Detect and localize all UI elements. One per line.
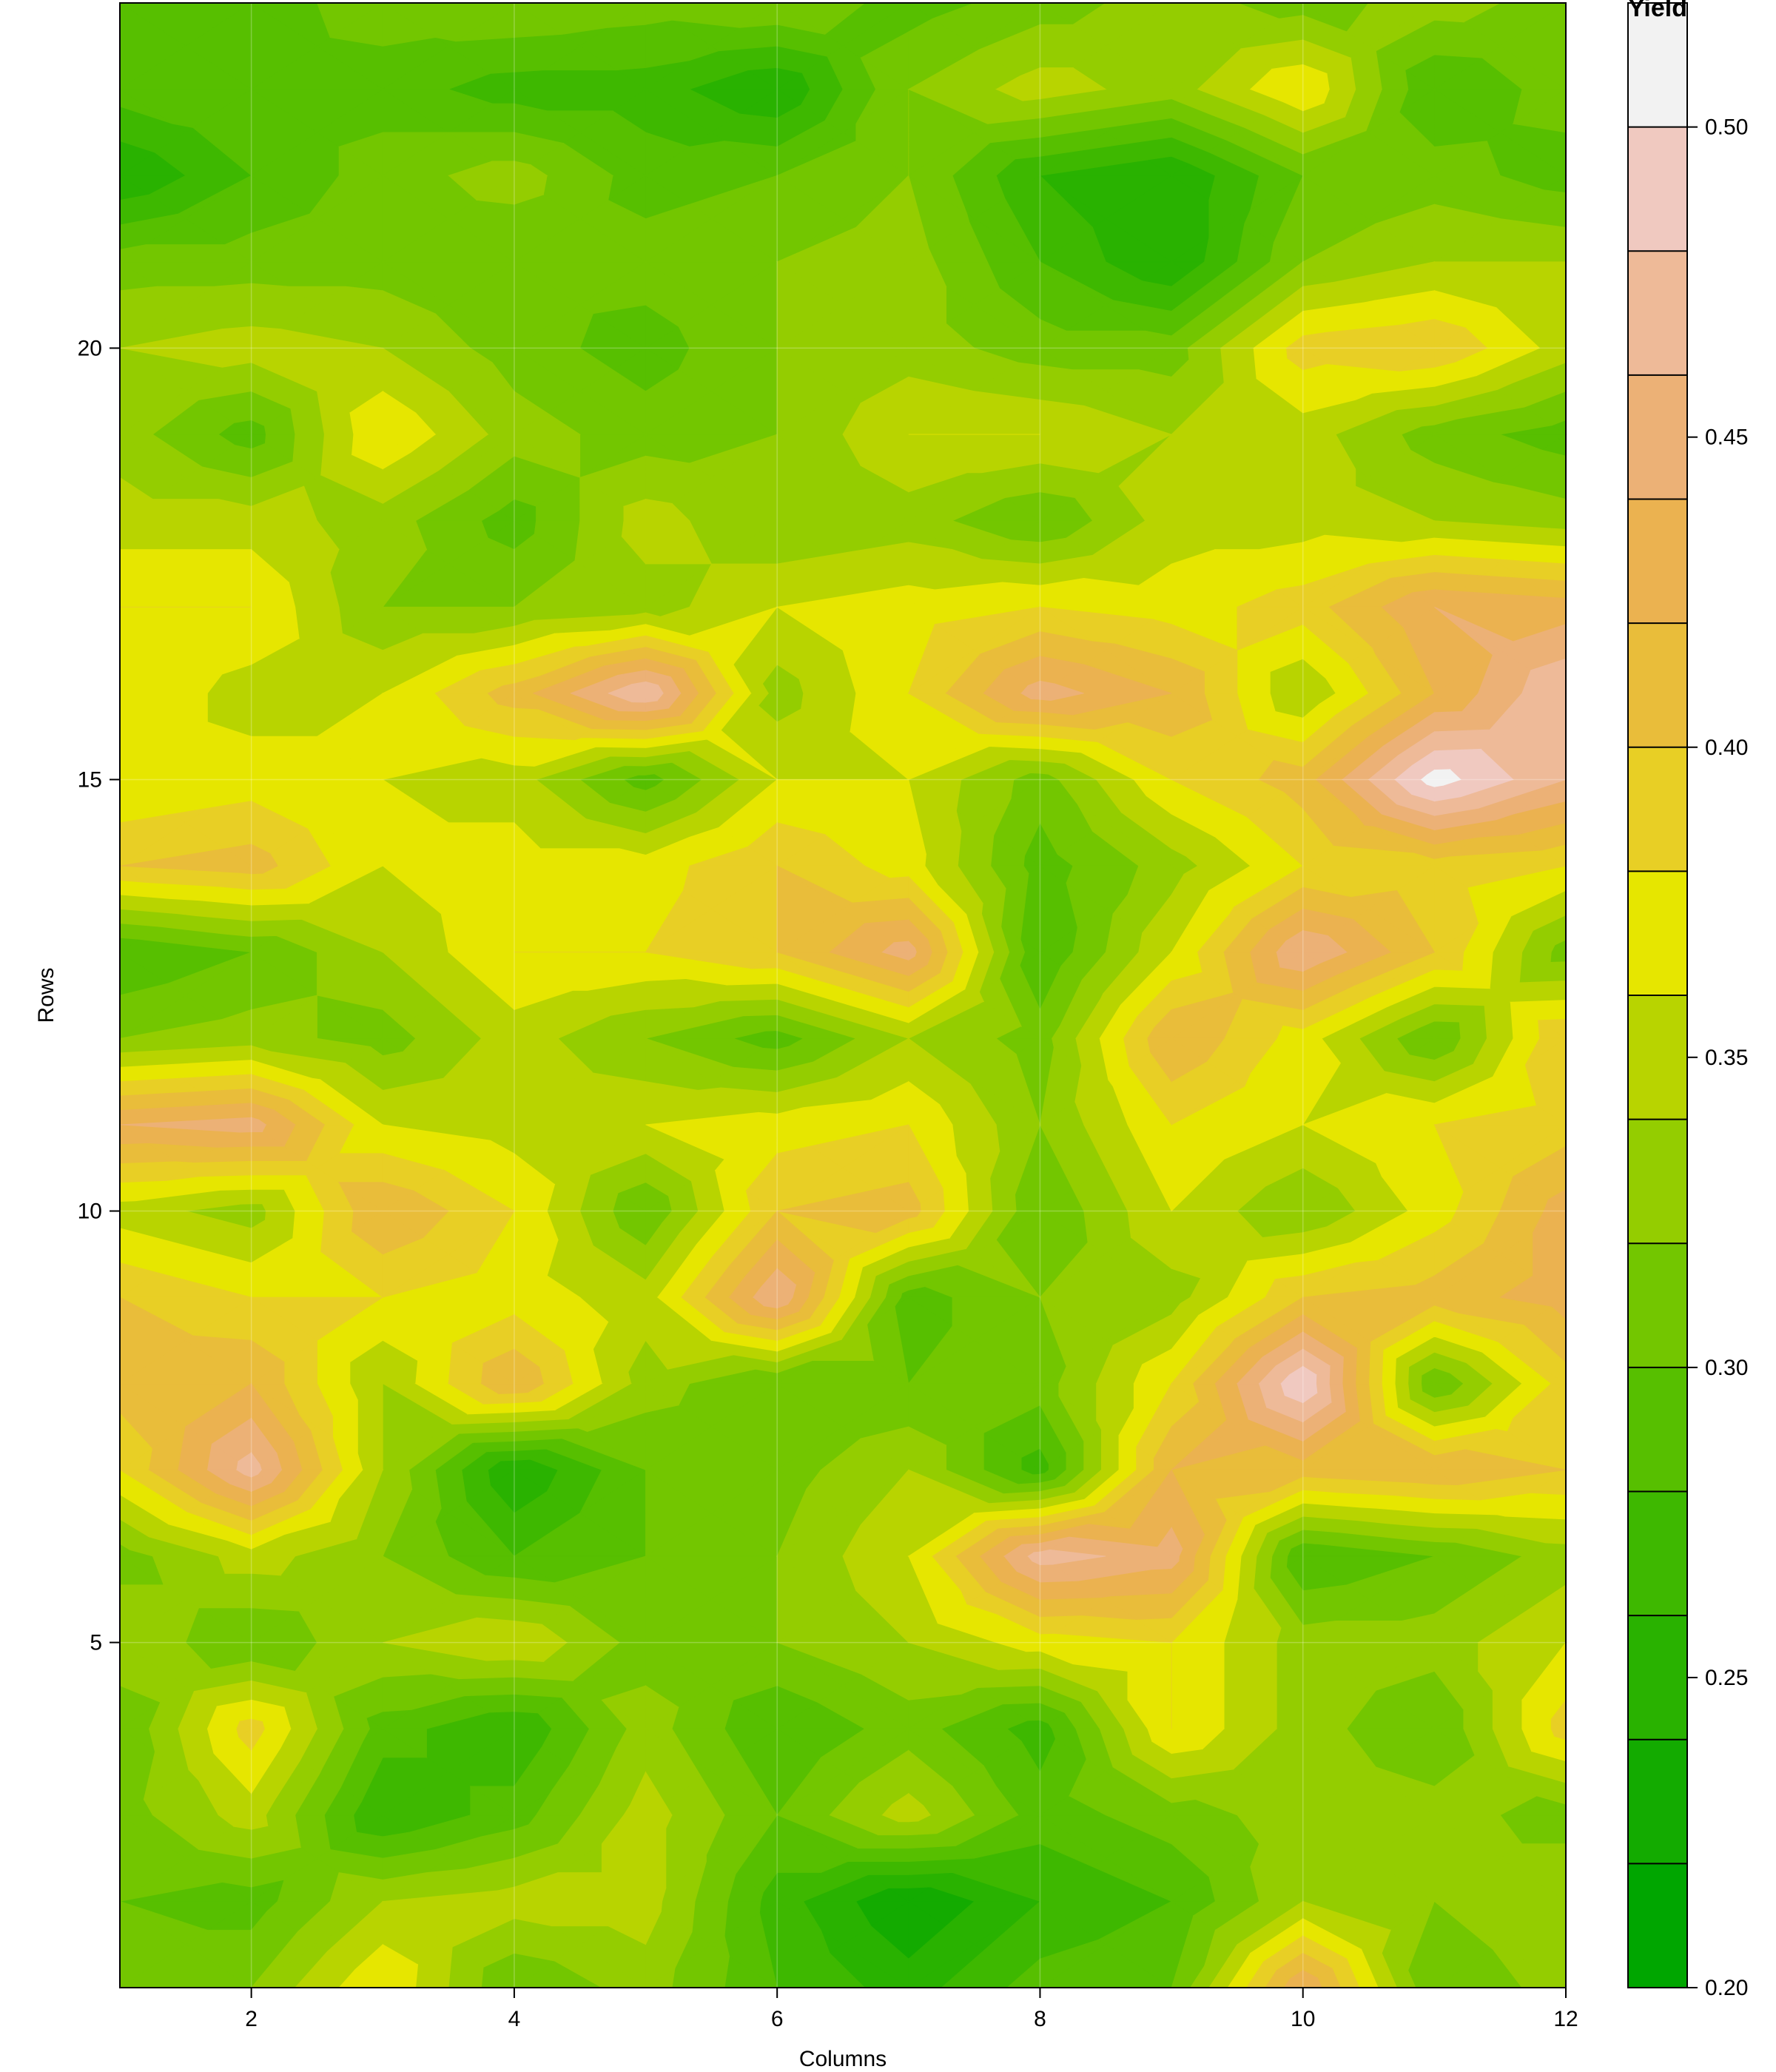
colorbar-swatch-2 xyxy=(1628,1615,1687,1740)
colorbar-tick-label: 0.35 xyxy=(1705,1046,1748,1070)
colorbar-swatch-13 xyxy=(1628,251,1687,375)
colorbar-tick-label: 0.50 xyxy=(1705,115,1748,140)
y-tick-label: 10 xyxy=(78,1200,102,1224)
colorbar-title: Yield xyxy=(1628,0,1687,22)
colorbar-swatch-3 xyxy=(1628,1491,1687,1616)
colorbar-swatch-11 xyxy=(1628,499,1687,624)
colorbar-swatch-5 xyxy=(1628,1243,1687,1368)
y-tick-label: 5 xyxy=(90,1631,102,1655)
x-tick-label: 2 xyxy=(245,2007,258,2031)
colorbar-swatch-8 xyxy=(1628,871,1687,995)
contour-band-15 xyxy=(1420,769,1462,787)
colorbar-swatch-15 xyxy=(1628,3,1687,127)
colorbar-swatch-9 xyxy=(1628,747,1687,872)
colorbar-swatch-1 xyxy=(1628,1739,1687,1864)
plot-frame xyxy=(119,2,1567,1988)
y-axis: 5 10 15 20 xyxy=(78,336,120,1655)
colorbar-swatch-6 xyxy=(1628,1119,1687,1244)
x-tick-label: 10 xyxy=(1291,2007,1315,2031)
x-axis-label: Columns xyxy=(799,2047,887,2071)
x-tick-label: 4 xyxy=(508,2007,521,2031)
colorbar-swatch-7 xyxy=(1628,995,1687,1120)
x-tick-label: 8 xyxy=(1034,2007,1046,2031)
x-tick-label: 6 xyxy=(771,2007,784,2031)
colorbar-swatch-10 xyxy=(1628,623,1687,747)
y-tick-label: 20 xyxy=(78,336,102,360)
y-axis-label: Rows xyxy=(34,967,58,1023)
colorbar-tick-label: 0.25 xyxy=(1705,1666,1748,1690)
colorbar-tick-label: 0.45 xyxy=(1705,426,1748,450)
colorbar-tick-label: 0.40 xyxy=(1705,736,1748,760)
x-tick-label: 12 xyxy=(1553,2007,1578,2031)
contour-fill-layer xyxy=(118,2,1567,1989)
grid-lines xyxy=(120,3,1566,1988)
colorbar-swatch-0 xyxy=(1628,1863,1687,1988)
colorbar-frame xyxy=(1627,2,1688,1988)
colorbar-swatch-4 xyxy=(1628,1367,1687,1492)
colorbar-swatch-12 xyxy=(1628,374,1687,500)
colorbar-legend: 0.20 0.25 0.30 0.35 0.40 0.45 0.50 xyxy=(1627,2,1748,2000)
colorbar-tick-label: 0.30 xyxy=(1705,1356,1748,1380)
colorbar-tick-label: 0.20 xyxy=(1705,1976,1748,2000)
x-axis: 2 4 6 8 10 12 xyxy=(245,1988,1578,2031)
y-tick-label: 15 xyxy=(78,767,102,792)
colorbar-swatch-14 xyxy=(1628,127,1687,252)
